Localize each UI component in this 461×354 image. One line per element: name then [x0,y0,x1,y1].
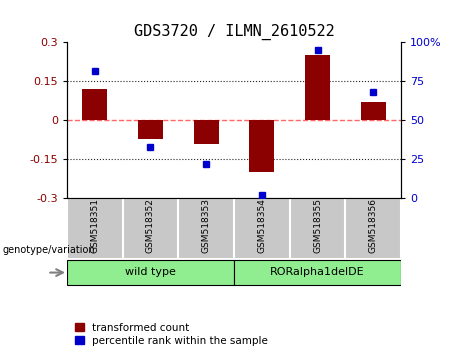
Bar [194,120,219,144]
Text: GSM518355: GSM518355 [313,198,322,253]
Text: wild type: wild type [125,267,176,277]
Bar [249,120,274,172]
Bar [82,89,107,120]
Text: RORalpha1delDE: RORalpha1delDE [270,267,365,277]
Bar [361,102,386,120]
Bar [138,120,163,138]
Text: GSM518356: GSM518356 [369,198,378,253]
Title: GDS3720 / ILMN_2610522: GDS3720 / ILMN_2610522 [134,23,334,40]
Legend: transformed count, percentile rank within the sample: transformed count, percentile rank withi… [72,319,271,349]
Bar [234,260,401,285]
Bar [67,260,234,285]
Bar [305,56,330,120]
Text: GSM518351: GSM518351 [90,198,99,253]
Text: GSM518354: GSM518354 [257,198,266,253]
Text: GSM518353: GSM518353 [201,198,211,253]
Text: GSM518352: GSM518352 [146,198,155,253]
Text: genotype/variation: genotype/variation [2,245,95,255]
